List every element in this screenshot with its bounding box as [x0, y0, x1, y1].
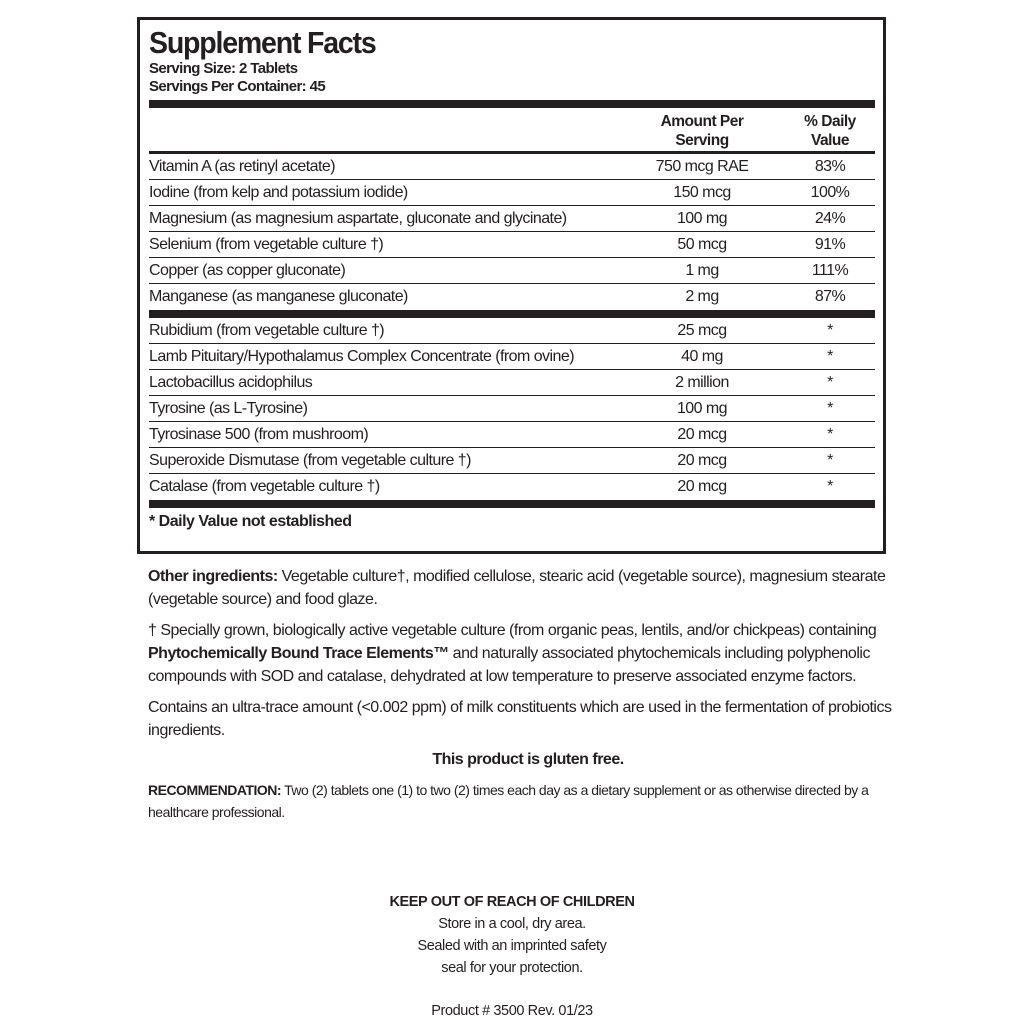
nutrient-name: Selenium (from vegetable culture †) — [149, 235, 384, 253]
nutrient-row: Tyrosinase 500 (from mushroom) 20 mcg * — [149, 422, 875, 448]
gluten-free: This product is gluten free. — [432, 751, 624, 768]
nutrient-row: Magnesium (as magnesium aspartate, gluco… — [149, 206, 875, 232]
other-ingredients: Other ingredients: Vegetable culture†, m… — [148, 568, 886, 608]
nutrient-amount: 20 mcg — [677, 451, 727, 469]
nutrient-name: Lactobacillus acidophilus — [149, 373, 313, 391]
nutrient-dv: * — [827, 478, 833, 495]
nutrient-amount: 750 mcg RAE — [655, 157, 749, 175]
vegetable-culture-note: † Specially grown, biologically active v… — [148, 622, 877, 685]
nutrient-name: Superoxide Dismutase (from vegetable cul… — [149, 451, 471, 469]
nutrient-amount: 2 million — [675, 373, 729, 391]
nutrient-row: Lamb Pituitary/Hypothalamus Complex Conc… — [149, 344, 875, 370]
milk-statement: Contains an ultra-trace amount (<0.002 p… — [148, 699, 892, 739]
product-number: Product # 3500 Rev. 01/23 — [431, 1003, 593, 1019]
table-header: Amount Per Serving % Daily Value — [149, 108, 875, 154]
nutrient-amount: 100 mg — [676, 399, 728, 417]
nutrient-amount: 25 mcg — [677, 321, 727, 339]
nutrient-amount: 20 mcg — [677, 478, 727, 495]
nutrient-amount: 100 mg — [676, 209, 728, 227]
recommendation: RECOMMENDATION: Two (2) tablets one (1) … — [148, 782, 869, 820]
header-amount: Amount Per Serving — [660, 113, 744, 149]
nutrient-dv: 91% — [814, 235, 846, 253]
nutrient-row: Manganese (as manganese gluconate) 2 mg 87… — [149, 284, 875, 310]
nutrient-row: Vitamin A (as retinyl acetate) 750 mcg RA… — [149, 154, 875, 180]
nutrient-name: Lamb Pituitary/Hypothalamus Complex Conc… — [149, 347, 575, 365]
nutrient-amount: 20 mcg — [677, 425, 727, 443]
storage-line: seal for your protection. — [441, 960, 583, 976]
nutrient-dv: 100% — [810, 183, 850, 201]
nutrient-row: Iodine (from kelp and potassium iodide) 1… — [149, 180, 875, 206]
nutrient-dv: 24% — [814, 209, 846, 227]
nutrient-dv: * — [827, 373, 833, 391]
nutrient-row: Copper (as copper gluconate) 1 mg 111% — [149, 258, 875, 284]
nutrient-row: Rubidium (from vegetable culture †) 25 mc… — [149, 318, 875, 344]
supplement-facts-panel: Supplement Facts Serving Size: 2 Tablets… — [137, 17, 886, 554]
nutrient-amount: 2 mg — [685, 288, 719, 305]
nutrient-group-2: Rubidium (from vegetable culture †) 25 mc… — [149, 318, 875, 500]
nutrient-name: Magnesium (as magnesium aspartate, gluco… — [149, 209, 567, 227]
nutrient-dv: * — [827, 321, 833, 339]
nutrient-dv: * — [827, 399, 833, 417]
nutrient-name: Iodine (from kelp and potassium iodide) — [149, 183, 408, 201]
warnings: KEEP OUT OF REACH OF CHILDREN Store in a… — [0, 891, 1024, 979]
nutrient-dv: 87% — [814, 288, 846, 305]
footnote: * Daily Value not established — [149, 513, 352, 530]
nutrient-name: Copper (as copper gluconate) — [149, 261, 346, 279]
panel-title: Supplement Facts — [149, 25, 377, 60]
nutrient-name: Rubidium (from vegetable culture †) — [149, 321, 385, 339]
nutrient-dv: 83% — [814, 157, 846, 175]
nutrient-amount: 1 mg — [685, 261, 719, 279]
header-daily-value: % Daily Value — [804, 113, 856, 149]
storage-line: Sealed with an imprinted safety — [417, 938, 607, 954]
nutrient-row: Tyrosine (as L-Tyrosine) 100 mg * — [149, 396, 875, 422]
keep-out-warning: KEEP OUT OF REACH OF CHILDREN — [389, 894, 635, 910]
nutrient-dv: 111% — [811, 261, 849, 279]
divider-thick — [149, 500, 875, 508]
servings-per-container: Servings Per Container: 45 — [149, 78, 326, 95]
nutrient-amount: 150 mcg — [673, 183, 731, 201]
storage-line: Store in a cool, dry area. — [438, 916, 586, 932]
divider-thick — [149, 100, 875, 108]
nutrient-row: Catalase (from vegetable culture †) 20 mc… — [149, 474, 875, 500]
serving-size: Serving Size: 2 Tablets — [149, 60, 298, 77]
nutrient-dv: * — [827, 425, 833, 443]
nutrient-name: Vitamin A (as retinyl acetate) — [149, 157, 336, 175]
nutrient-amount: 40 mg — [681, 347, 723, 365]
divider-thick — [149, 310, 875, 318]
label-text: Other ingredients: Vegetable culture†, m… — [148, 565, 908, 831]
nutrient-row: Superoxide Dismutase (from vegetable cul… — [149, 448, 875, 474]
nutrient-dv: * — [827, 347, 833, 365]
nutrient-name: Tyrosine (as L-Tyrosine) — [149, 399, 308, 417]
nutrient-amount: 50 mcg — [677, 235, 727, 253]
nutrient-row: Selenium (from vegetable culture †) 50 mc… — [149, 232, 875, 258]
nutrient-name: Manganese (as manganese gluconate) — [149, 288, 408, 305]
nutrient-name: Tyrosinase 500 (from mushroom) — [149, 425, 369, 443]
nutrient-group-1: Vitamin A (as retinyl acetate) 750 mcg RA… — [149, 154, 875, 310]
nutrient-row: Lactobacillus acidophilus 2 million * — [149, 370, 875, 396]
nutrient-name: Catalase (from vegetable culture †) — [149, 478, 380, 495]
nutrient-dv: * — [827, 451, 833, 469]
